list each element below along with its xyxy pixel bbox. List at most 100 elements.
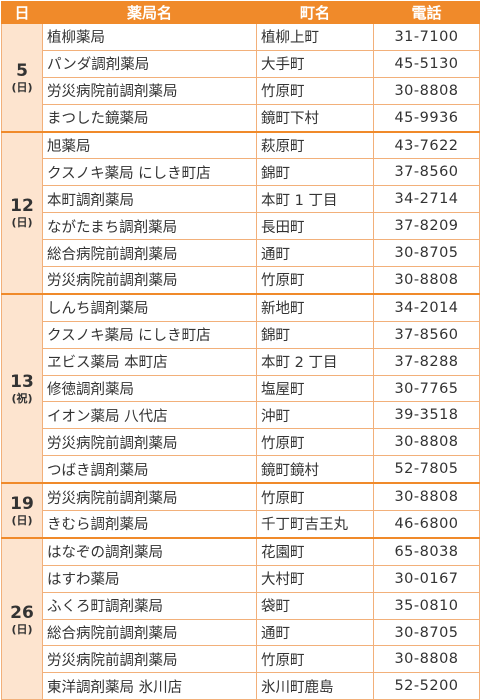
table-row: 総合病院前調剤薬局 通町 30-8705: [2, 618, 480, 647]
town-cell: 塩屋町: [256, 374, 374, 403]
table-row: 労災病院前調剤薬局 竹原町 30-8808: [2, 428, 480, 457]
table-row: まつした鏡薬局 鏡町下村 45-9936: [2, 103, 480, 133]
town-cell: 長田町: [256, 212, 374, 241]
town-cell: 千丁町吉王丸: [256, 510, 374, 539]
phone-cell: 45-9936: [373, 103, 480, 133]
pharmacy-name-cell: はすわ薬局: [42, 564, 257, 593]
date-cell: 5 (日): [1, 22, 43, 133]
pharmacy-name-cell: ながたまち調剤薬局: [42, 212, 257, 241]
pharmacy-name-cell: 旭薬局: [42, 130, 257, 160]
date-cell: 26 (日): [1, 536, 43, 700]
phone-cell: 30-8705: [373, 618, 480, 647]
pharmacy-name-cell: 修徳調剤薬局: [42, 374, 257, 403]
town-cell: 大村町: [256, 564, 374, 593]
table-row: 13 (祝) しんち調剤薬局 新地町 34-2014: [1, 292, 480, 484]
table-row: ながたまち調剤薬局 長田町 37-8209: [2, 212, 480, 241]
phone-cell: 52-5200: [373, 672, 480, 700]
header-town: 町名: [256, 1, 374, 24]
pharmacy-name-cell: はなぞの調剤薬局: [42, 536, 257, 566]
table-row: ヱビス薬局 本町店 本町 2 丁目 37-8288: [2, 347, 480, 376]
table-header-row: 日 薬局名 町名 電話: [1, 1, 480, 24]
town-cell: 大手町: [256, 49, 374, 78]
phone-cell: 30-8705: [373, 239, 480, 268]
town-cell: 鏡町鏡村: [256, 455, 374, 484]
phone-cell: 43-7622: [373, 130, 480, 160]
town-cell: 萩原町: [256, 130, 374, 160]
town-cell: 鏡町下村: [256, 103, 374, 133]
date-number: 12: [10, 196, 34, 217]
pharmacy-name-cell: イオン薬局 八代店: [42, 401, 257, 430]
table-row: ふくろ町調剤薬局 袋町 35-0810: [2, 591, 480, 620]
phone-cell: 30-0167: [373, 564, 480, 593]
pharmacy-name-cell: しんち調剤薬局: [42, 292, 257, 322]
date-number: 13: [10, 372, 34, 393]
pharmacy-name-cell: 労災病院前調剤薬局: [42, 428, 257, 457]
town-cell: 竹原町: [256, 645, 374, 674]
phone-cell: 35-0810: [373, 591, 480, 620]
date-number: 26: [10, 602, 34, 623]
pharmacy-name-cell: 労災病院前調剤薬局: [42, 482, 257, 512]
phone-cell: 30-8808: [373, 266, 480, 295]
weekday-label: (日): [11, 80, 33, 94]
town-cell: 本町 2 丁目: [256, 347, 374, 376]
town-cell: 花園町: [256, 536, 374, 566]
table-row: 労災病院前調剤薬局 竹原町 30-8808: [2, 645, 480, 674]
phone-cell: 65-8038: [373, 536, 480, 566]
header-day: 日: [1, 1, 43, 24]
pharmacy-name-cell: まつした鏡薬局: [42, 103, 257, 133]
town-cell: 氷川町鹿島: [256, 672, 374, 700]
pharmacy-name-cell: パンダ調剤薬局: [42, 49, 257, 78]
table-row: 26 (日) はなぞの調剤薬局 花園町 65-8038: [1, 536, 480, 700]
town-cell: 竹原町: [256, 428, 374, 457]
pharmacy-name-cell: ふくろ町調剤薬局: [42, 591, 257, 620]
phone-cell: 30-8808: [373, 428, 480, 457]
town-cell: 錦町: [256, 320, 374, 349]
town-cell: 錦町: [256, 158, 374, 187]
phone-cell: 37-8288: [373, 347, 480, 376]
phone-cell: 34-2014: [373, 292, 480, 322]
pharmacy-name-cell: 労災病院前調剤薬局: [42, 645, 257, 674]
phone-cell: 34-2714: [373, 185, 480, 214]
date-number: 19: [10, 494, 34, 515]
pharmacy-name-cell: 労災病院前調剤薬局: [42, 266, 257, 295]
town-cell: 新地町: [256, 292, 374, 322]
phone-cell: 30-7765: [373, 374, 480, 403]
date-cell: 13 (祝): [1, 292, 43, 484]
table-row: 本町調剤薬局 本町 1 丁目 34-2714: [2, 185, 480, 214]
weekday-label: (祝): [11, 392, 33, 406]
table-row: クスノキ薬局 にしき町店 錦町 37-8560: [2, 158, 480, 187]
pharmacy-name-cell: 総合病院前調剤薬局: [42, 618, 257, 647]
phone-cell: 37-8560: [373, 158, 480, 187]
table-row: 労災病院前調剤薬局 竹原町 30-8808: [2, 76, 480, 105]
town-cell: 竹原町: [256, 76, 374, 105]
pharmacy-name-cell: 植柳薬局: [42, 23, 257, 51]
table-row: つばき調剤薬局 鏡町鏡村 52-7805: [2, 455, 480, 484]
phone-cell: 30-8808: [373, 76, 480, 105]
town-cell: 竹原町: [256, 266, 374, 295]
table-row: 労災病院前調剤薬局 竹原町 30-8808: [2, 266, 480, 295]
town-cell: 竹原町: [256, 482, 374, 512]
pharmacy-name-cell: 総合病院前調剤薬局: [42, 239, 257, 268]
town-cell: 通町: [256, 239, 374, 268]
table-row: 修徳調剤薬局 塩屋町 30-7765: [2, 374, 480, 403]
table-row: はすわ薬局 大村町 30-0167: [2, 564, 480, 593]
table-row: パンダ調剤薬局 大手町 45-5130: [2, 49, 480, 78]
pharmacy-name-cell: つばき調剤薬局: [42, 455, 257, 484]
table-row: 総合病院前調剤薬局 通町 30-8705: [2, 239, 480, 268]
town-cell: 植柳上町: [256, 23, 374, 51]
phone-cell: 30-8808: [373, 482, 480, 512]
phone-cell: 31-7100: [373, 23, 480, 51]
table-row: クスノキ薬局 にしき町店 錦町 37-8560: [2, 320, 480, 349]
phone-cell: 37-8209: [373, 212, 480, 241]
weekday-label: (日): [11, 514, 33, 528]
header-pharmacy-name: 薬局名: [42, 1, 257, 24]
weekday-label: (日): [11, 216, 33, 230]
pharmacy-name-cell: ヱビス薬局 本町店: [42, 347, 257, 376]
town-cell: 本町 1 丁目: [256, 185, 374, 214]
pharmacy-name-cell: クスノキ薬局 にしき町店: [42, 320, 257, 349]
table-row: 12 (日) 旭薬局 萩原町 43-7622: [1, 130, 480, 295]
table-row: 東洋調剤薬局 氷川店 氷川町鹿島 52-5200: [2, 672, 480, 700]
table-body: 5 (日) 植柳薬局 植柳上町 31-7100 パンダ調剤薬局 大手町 45-5130 労災病院…: [1, 22, 480, 700]
date-cell: 12 (日): [1, 130, 43, 295]
phone-cell: 45-5130: [373, 49, 480, 78]
